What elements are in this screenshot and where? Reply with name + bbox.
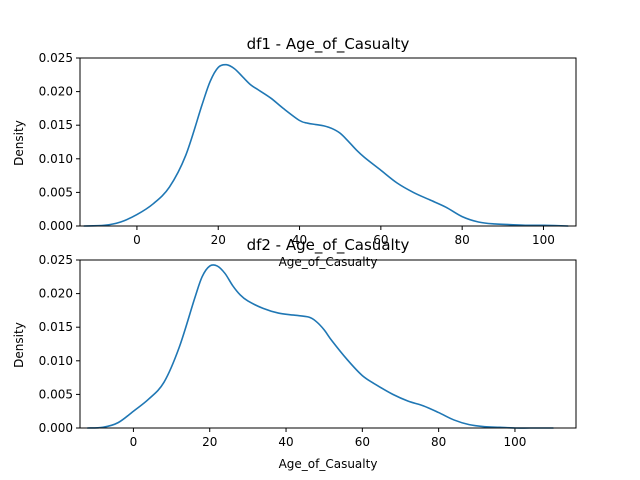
x-tick-label: 60	[355, 435, 370, 449]
x-tick-label: 60	[373, 233, 388, 247]
x-axis-title: Age_of_Casualty	[279, 255, 378, 269]
tick-group: 0 20 40 60 80 100 0.000 0.005 0.010 0.015 0.020 0.0…	[39, 253, 527, 449]
x-tick-label: 40	[278, 435, 293, 449]
tick-group: 0 20 40 60 80 100 0.000 0.005 0.010 0.015 0.020 0.0…	[39, 51, 555, 247]
y-tick-label: 0.010	[39, 354, 73, 368]
x-tick-label: 40	[292, 233, 307, 247]
x-axis-title: Age_of_Casualty	[279, 457, 378, 471]
y-tick-label: 0.005	[39, 185, 73, 199]
y-tick-label: 0.015	[39, 118, 73, 132]
subplot-df2: df2 - Age_of_Casualty Density Age_of_Cas…	[12, 236, 577, 471]
y-tick-label: 0.020	[39, 85, 73, 99]
y-tick-label: 0.000	[39, 219, 73, 233]
x-tick-label: 100	[504, 435, 527, 449]
axes-frame	[79, 259, 577, 429]
kde-line	[83, 63, 569, 227]
x-tick-label: 80	[431, 435, 446, 449]
x-tick-label: 0	[130, 435, 138, 449]
y-axis-title: Density	[12, 120, 26, 166]
x-tick-label: 20	[211, 233, 226, 247]
kde-line	[86, 264, 554, 429]
y-tick-label: 0.015	[39, 320, 73, 334]
plot-title: df1 - Age_of_Casualty	[247, 35, 410, 54]
x-tick-label: 20	[202, 435, 217, 449]
x-tick-label: 80	[455, 233, 470, 247]
y-tick-label: 0.010	[39, 152, 73, 166]
x-tick-label: 0	[133, 233, 141, 247]
y-axis-title: Density	[12, 322, 26, 368]
subplot-df1: df1 - Age_of_Casualty Density Age_of_Cas…	[12, 35, 577, 269]
y-tick-label: 0.025	[39, 51, 73, 65]
axes-frame	[79, 57, 577, 227]
plot-title: df2 - Age_of_Casualty	[247, 236, 410, 255]
y-tick-label: 0.020	[39, 287, 73, 301]
y-tick-label: 0.000	[39, 421, 73, 435]
x-tick-label: 100	[532, 233, 555, 247]
y-tick-label: 0.025	[39, 253, 73, 267]
y-tick-label: 0.005	[39, 387, 73, 401]
